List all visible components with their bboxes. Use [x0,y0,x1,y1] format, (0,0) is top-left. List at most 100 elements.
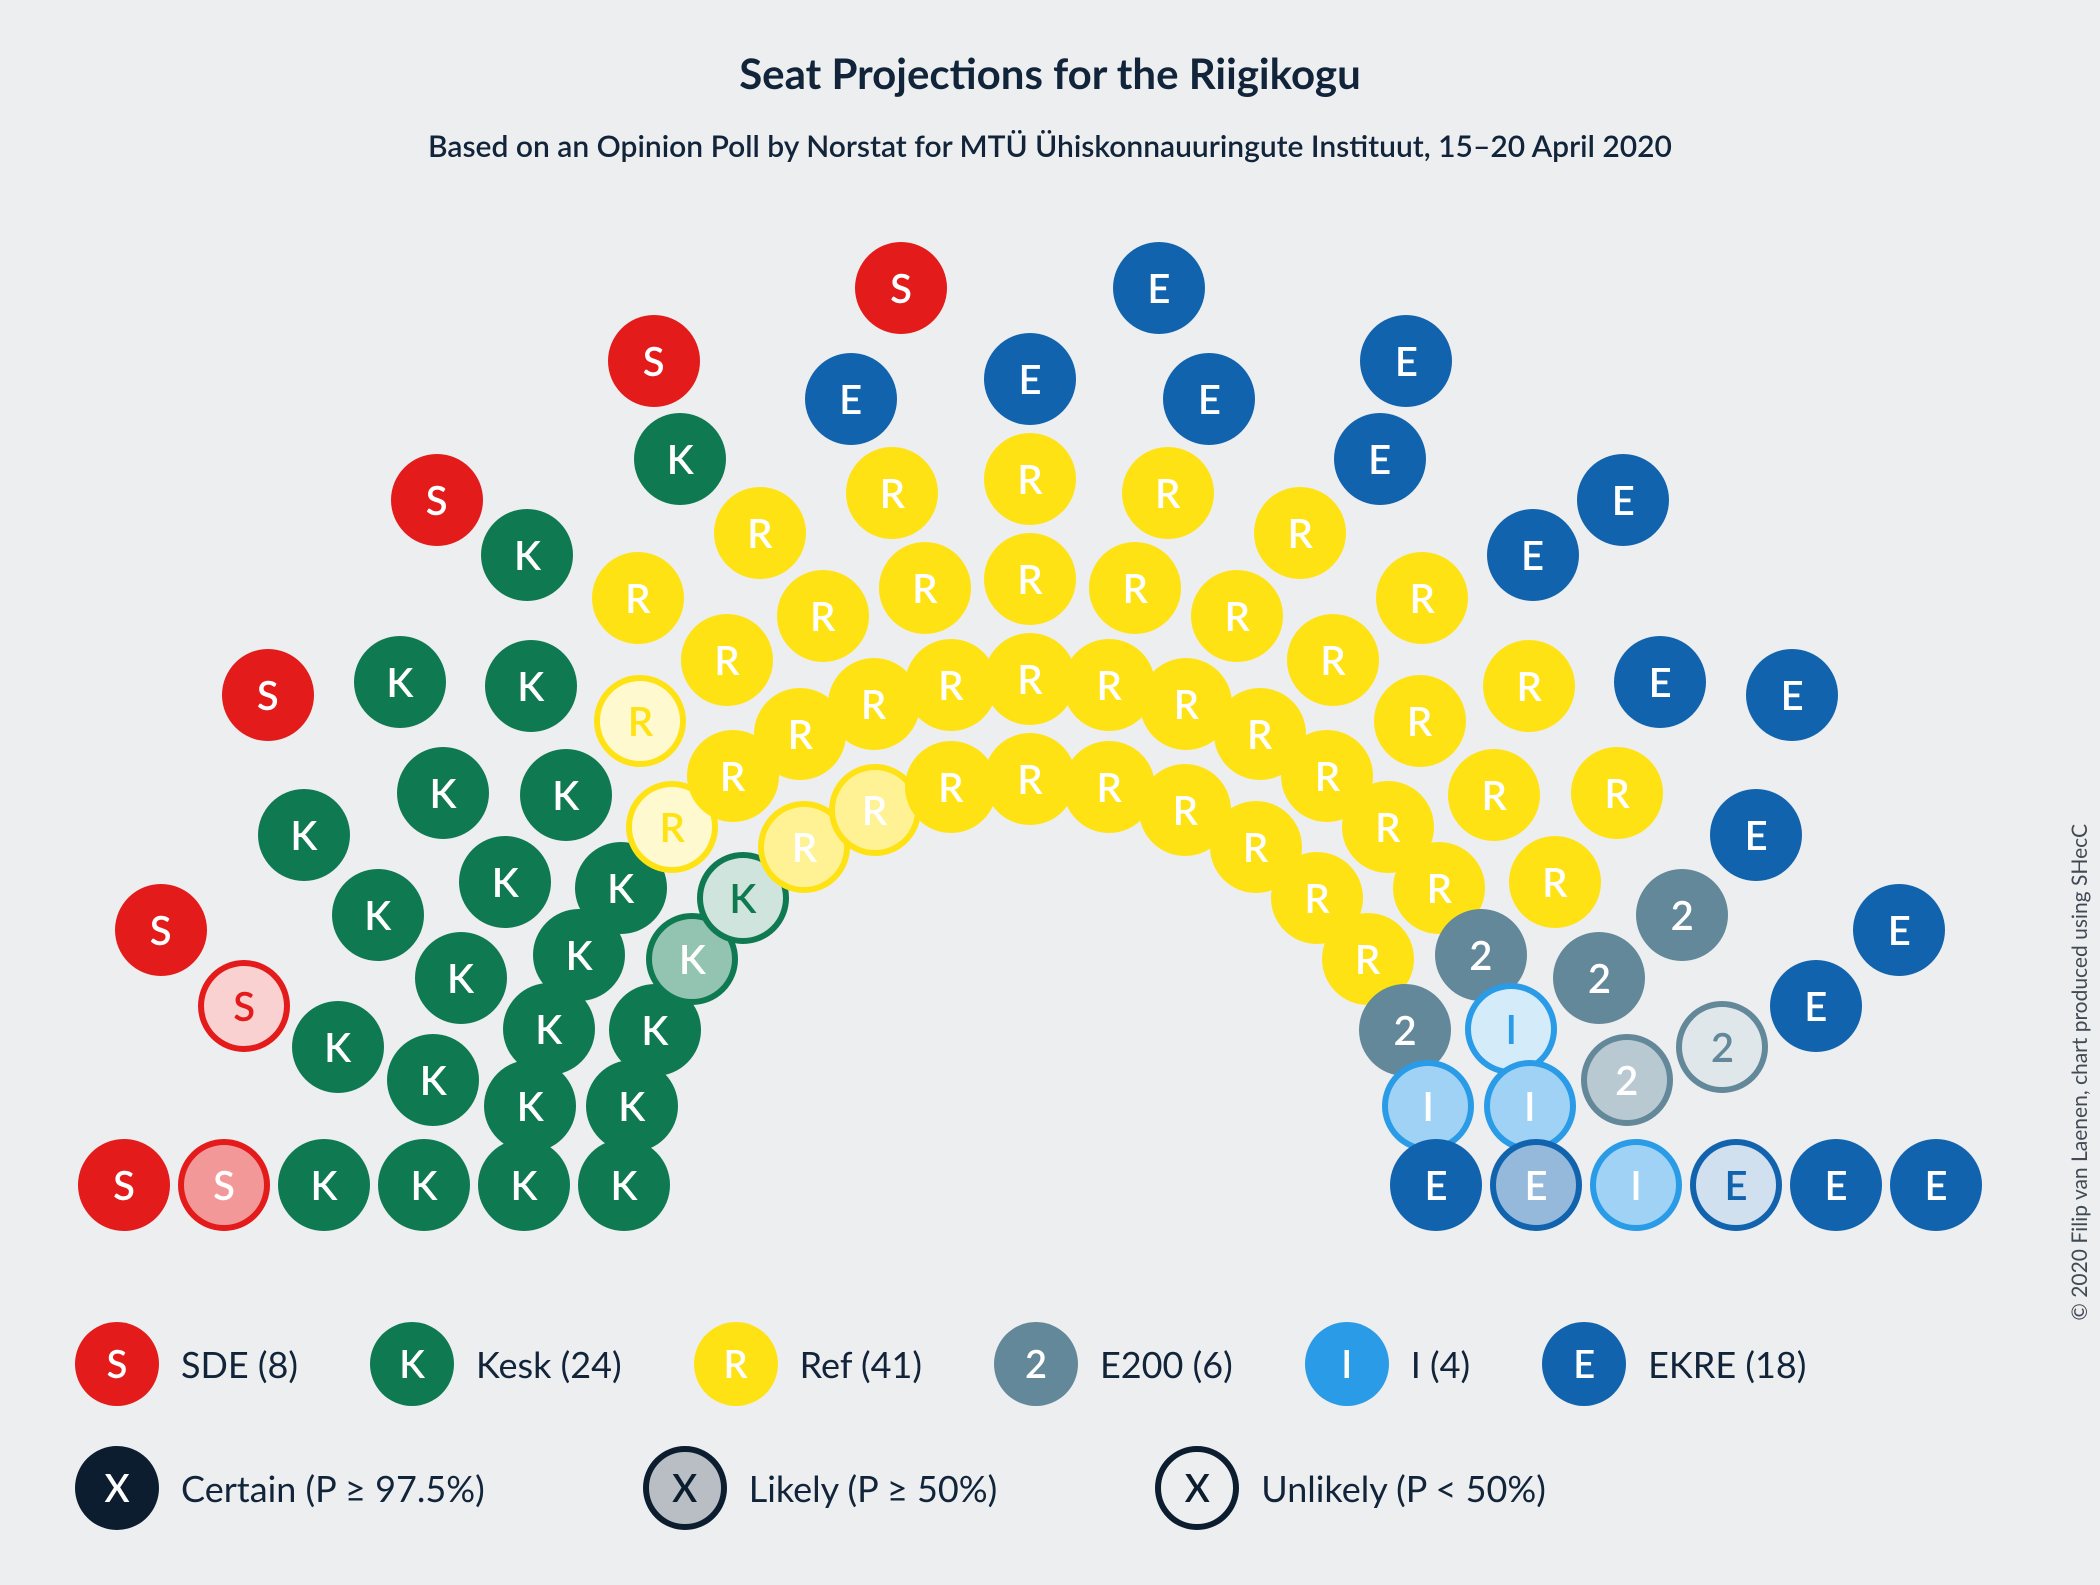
seat-ref: R [1376,552,1468,644]
legend-swatch-icon: E [1542,1322,1626,1406]
seat-ref: R [905,639,997,731]
legend-party-label: Ref (41) [800,1342,922,1386]
legend-swatch-icon: 2 [994,1322,1078,1406]
seat-kesk: K [378,1139,470,1231]
seat-ref: R [1448,749,1540,841]
seat-e200: 2 [1553,932,1645,1024]
legend-party-sde: S SDE (8) [75,1322,298,1406]
seat-sde: S [78,1139,170,1231]
copyright-note: © 2020 Filip van Laenen, chart produced … [2068,824,2093,1321]
seat-ref: R [594,675,686,767]
legend-swatch-icon: X [643,1446,727,1530]
seat-ekre: E [1746,649,1838,741]
seat-ekre: E [1614,636,1706,728]
seat-kesk: K [258,789,350,881]
seat-sde: S [115,884,207,976]
seat-ekre: E [1487,509,1579,601]
seat-ref: R [984,533,1076,625]
seat-ref: R [1122,447,1214,539]
seat-kesk: K [484,1060,576,1152]
seat-kesk: K [634,413,726,505]
seat-sde: S [178,1139,270,1231]
seat-ekre: E [805,353,897,445]
seat-e200: 2 [1581,1034,1673,1126]
seat-ref: R [592,552,684,644]
seat-kesk: K [578,1139,670,1231]
seat-ref: R [984,733,1076,825]
seat-ref: R [681,614,773,706]
seat-kesk: K [387,1034,479,1126]
legend-swatch-icon: S [75,1322,159,1406]
seat-ref: R [905,741,997,833]
seat-sde: S [198,960,290,1052]
seat-e200: 2 [1676,1001,1768,1093]
seat-kesk: K [397,747,489,839]
seat-ref: R [1571,747,1663,839]
legend-party-label: SDE (8) [181,1342,298,1386]
seat-ekre: E [1770,960,1862,1052]
legend-swatch-icon: X [75,1446,159,1530]
seat-kesk: K [459,836,551,928]
seat-ekre: E [1163,353,1255,445]
seat-ekre: E [1390,1139,1482,1231]
seat-ekre: E [1853,884,1945,976]
seat-ref: R [1287,614,1379,706]
seat-e200: 2 [1636,869,1728,961]
seat-ekre: E [1490,1139,1582,1231]
seat-ekre: E [1334,413,1426,505]
legend-swatch-icon: I [1305,1322,1389,1406]
seat-ref: R [1089,542,1181,634]
legend-party-e200: 2 E200 (6) [994,1322,1233,1406]
seat-ekre: E [1710,789,1802,881]
legend-probability-row: X Certain (P ≥ 97.5%) X Likely (P ≥ 50%) X Un… [75,1446,1850,1530]
seat-ref: R [777,570,869,662]
hemicycle-chart: SSSSSSEEEEEESSKKKKEEEEEEEEEKKKKKRRRRRRRR… [70,225,1990,1185]
seat-ekre: E [984,333,1076,425]
seat-ref: R [846,447,938,539]
seat-ref: R [714,487,806,579]
seat-ref: R [879,542,971,634]
seat-kesk: K [278,1139,370,1231]
seat-ekre: E [1577,454,1669,546]
seat-kesk: K [520,749,612,841]
legend-party-ekre: E EKRE (18) [1542,1322,1806,1406]
legend-party-kesk: KKesk (24) [370,1322,622,1406]
seat-i: I [1484,1060,1576,1152]
seat-ref: R [984,633,1076,725]
page-title: Seat Projections for the Riigikogu [0,48,2100,98]
legend-prob-certain: X Certain (P ≥ 97.5%) [75,1446,485,1530]
page-subtitle: Based on an Opinion Poll by Norstat for … [0,128,2100,164]
seat-ref: R [984,433,1076,525]
legend: S SDE (8) KKesk (24) R Ref (41) 2 E200 (6) II (… [75,1322,1850,1530]
seat-sde: S [855,242,947,334]
seat-ref: R [1374,675,1466,767]
legend-swatch-icon: X [1155,1446,1239,1530]
page: Seat Projections for the Riigikogu Based… [0,0,2100,1585]
legend-prob-label: Unlikely (P < 50%) [1261,1466,1546,1510]
seat-kesk: K [332,869,424,961]
legend-party-ref: R Ref (41) [694,1322,922,1406]
legend-swatch-icon: K [370,1322,454,1406]
seat-kesk: K [478,1139,570,1231]
seat-ekre: E [1360,315,1452,407]
seat-ekre: E [1890,1139,1982,1231]
legend-prob-label: Certain (P ≥ 97.5%) [181,1466,485,1510]
legend-prob-likely: X Likely (P ≥ 50%) [643,1446,998,1530]
seat-sde: S [391,454,483,546]
seat-kesk: K [354,636,446,728]
seat-i: I [1382,1060,1474,1152]
legend-swatch-icon: R [694,1322,778,1406]
seat-kesk: K [485,640,577,732]
seat-ekre: E [1113,242,1205,334]
seat-ref: R [1509,836,1601,928]
seat-kesk: K [292,1001,384,1093]
legend-party-i: II (4) [1305,1322,1470,1406]
legend-parties-row: S SDE (8) KKesk (24) R Ref (41) 2 E200 (6) II (… [75,1322,1850,1406]
legend-prob-label: Likely (P ≥ 50%) [749,1466,998,1510]
seat-ref: R [1191,570,1283,662]
legend-party-label: EKRE (18) [1648,1342,1806,1386]
legend-party-label: E200 (6) [1100,1342,1233,1386]
seat-i: I [1590,1139,1682,1231]
seat-ref: R [1254,487,1346,579]
seat-kesk: K [481,509,573,601]
